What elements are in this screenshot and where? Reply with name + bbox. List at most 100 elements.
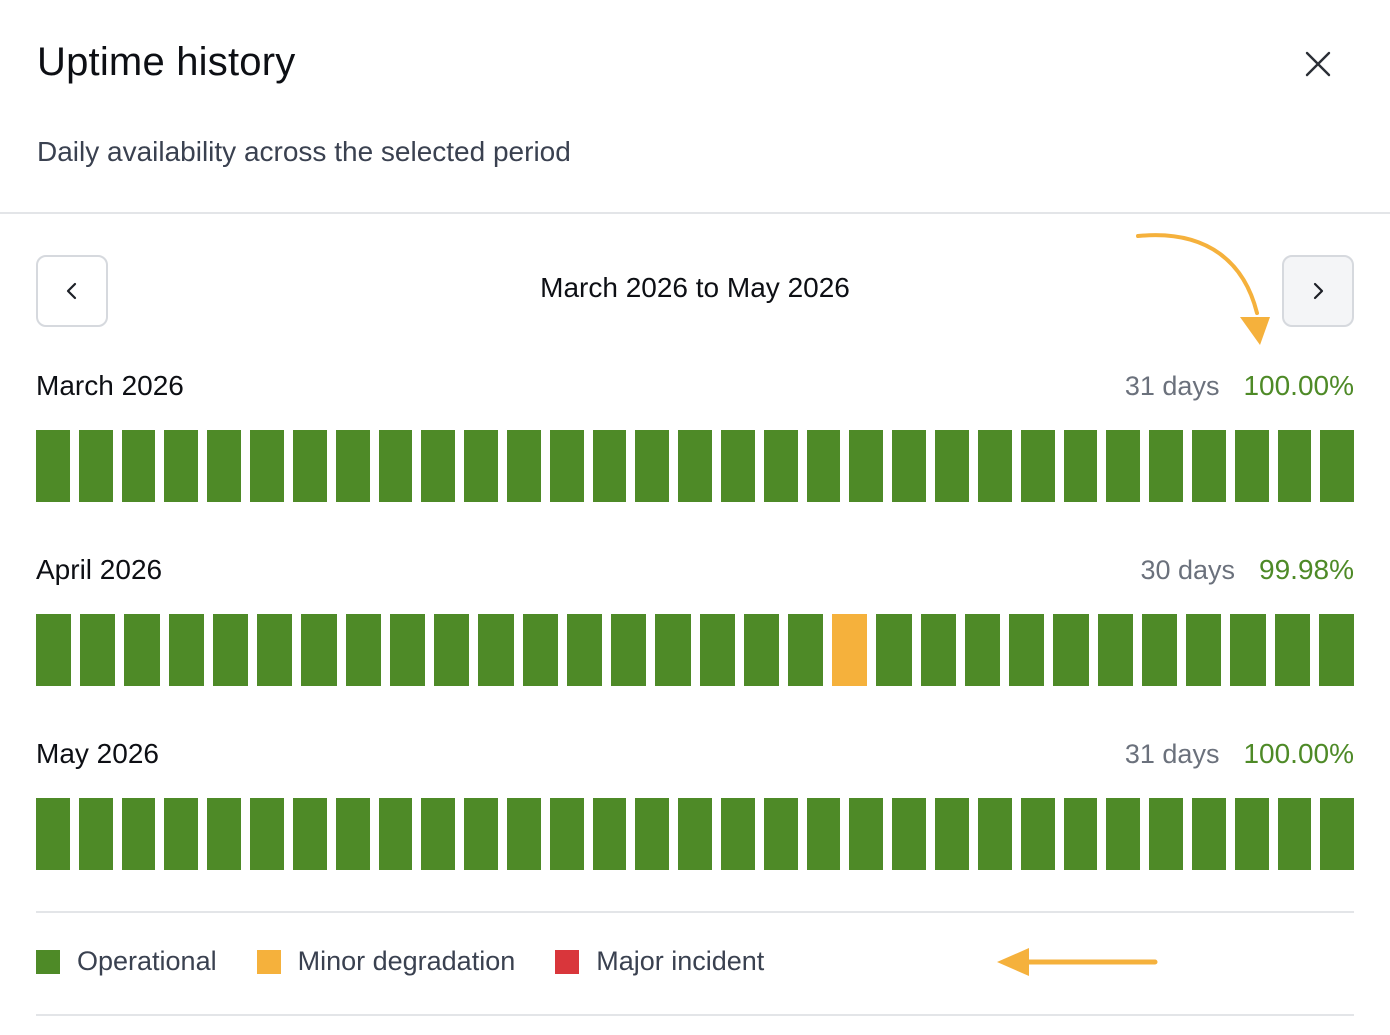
day-bar[interactable] [1186, 614, 1222, 686]
day-bar[interactable] [168, 614, 204, 686]
day-bar[interactable] [892, 430, 927, 502]
day-bar[interactable] [301, 614, 337, 686]
day-bar[interactable] [250, 430, 284, 502]
day-bar[interactable] [389, 614, 426, 686]
previous-period-button[interactable] [36, 255, 108, 327]
day-bar[interactable] [806, 798, 841, 870]
day-bar[interactable] [1318, 614, 1355, 686]
day-bar[interactable] [635, 430, 670, 502]
day-bar[interactable] [1191, 430, 1226, 502]
legend-label: Major incident [596, 946, 765, 976]
day-bar[interactable] [345, 614, 381, 686]
next-period-button[interactable] [1282, 255, 1354, 327]
day-bar[interactable] [611, 614, 647, 686]
day-bar[interactable] [635, 798, 670, 870]
day-bar[interactable] [1097, 614, 1133, 686]
day-bar[interactable] [36, 614, 72, 686]
day-bar[interactable] [378, 798, 413, 870]
day-bar[interactable] [292, 430, 327, 502]
day-bar[interactable] [1106, 798, 1141, 870]
day-bar[interactable] [522, 614, 558, 686]
day-bar[interactable] [124, 614, 160, 686]
day-bar[interactable] [421, 430, 456, 502]
day-bar[interactable] [721, 430, 755, 502]
day-bar[interactable] [977, 798, 1012, 870]
day-bar[interactable] [935, 430, 969, 502]
day-bar[interactable] [655, 614, 691, 686]
day-bar[interactable] [549, 798, 584, 870]
day-bar[interactable] [257, 614, 293, 686]
day-bar[interactable] [506, 798, 541, 870]
day-bar[interactable] [1234, 430, 1269, 502]
day-bar[interactable] [464, 798, 498, 870]
day-bar[interactable] [1053, 614, 1089, 686]
day-bar[interactable] [935, 798, 969, 870]
day-bar[interactable] [78, 798, 113, 870]
day-bar[interactable] [678, 430, 712, 502]
day-bar[interactable] [292, 798, 327, 870]
day-bar[interactable] [743, 614, 779, 686]
day-bar[interactable] [121, 798, 156, 870]
day-bar[interactable] [678, 798, 712, 870]
day-bar[interactable] [763, 798, 798, 870]
day-bar[interactable] [920, 614, 956, 686]
day-bar[interactable] [592, 430, 627, 502]
day-bar[interactable] [36, 430, 70, 502]
day-bar[interactable] [699, 614, 735, 686]
day-bar[interactable] [1063, 430, 1098, 502]
day-bar[interactable] [876, 614, 912, 686]
day-bar[interactable] [849, 798, 884, 870]
month-meta: 30 days 99.98% [1140, 554, 1354, 586]
day-bar[interactable] [549, 430, 584, 502]
day-bar[interactable] [964, 614, 1001, 686]
day-bar[interactable] [36, 798, 70, 870]
day-bar[interactable] [434, 614, 470, 686]
day-bar[interactable] [78, 430, 113, 502]
status-legend: Operational Minor degradation Major inci… [36, 946, 804, 977]
day-bar[interactable] [421, 798, 456, 870]
day-bar[interactable] [1274, 614, 1310, 686]
day-bar[interactable] [892, 798, 927, 870]
day-bar[interactable] [121, 430, 156, 502]
day-bar[interactable] [1234, 798, 1269, 870]
day-bar[interactable] [378, 430, 413, 502]
day-bar[interactable] [335, 798, 370, 870]
day-bar[interactable] [1230, 614, 1266, 686]
days-count: 31 days [1124, 371, 1220, 401]
day-bar[interactable] [592, 798, 627, 870]
day-bar[interactable] [164, 798, 199, 870]
day-bar[interactable] [1320, 798, 1355, 870]
day-bar[interactable] [335, 430, 370, 502]
day-bar[interactable] [1009, 614, 1045, 686]
day-bar[interactable] [1191, 798, 1226, 870]
day-bar[interactable] [212, 614, 249, 686]
close-button[interactable] [1296, 44, 1340, 88]
day-bar[interactable] [1106, 430, 1141, 502]
day-bar[interactable] [464, 430, 498, 502]
day-bar[interactable] [506, 430, 541, 502]
day-bar[interactable] [1277, 430, 1312, 502]
day-bar[interactable] [806, 430, 841, 502]
day-bar[interactable] [977, 430, 1012, 502]
day-bar[interactable] [849, 430, 884, 502]
day-bar[interactable] [1149, 798, 1183, 870]
day-bar[interactable] [207, 430, 242, 502]
day-bar[interactable] [1020, 430, 1055, 502]
day-bar[interactable] [478, 614, 514, 686]
day-bar[interactable] [207, 798, 242, 870]
day-bar[interactable] [80, 614, 116, 686]
day-bar[interactable] [164, 430, 199, 502]
day-bar[interactable] [1320, 430, 1355, 502]
day-bar[interactable] [1149, 430, 1183, 502]
day-bar[interactable] [1277, 798, 1312, 870]
day-bar[interactable] [1063, 798, 1098, 870]
day-bar[interactable] [566, 614, 603, 686]
day-bar[interactable] [250, 798, 284, 870]
day-bar[interactable] [832, 614, 868, 686]
day-bar[interactable] [721, 798, 755, 870]
day-bar[interactable] [1141, 614, 1178, 686]
day-bar[interactable] [787, 614, 824, 686]
day-bar[interactable] [1020, 798, 1055, 870]
month-name: April 2026 [36, 554, 163, 585]
day-bar[interactable] [763, 430, 798, 502]
